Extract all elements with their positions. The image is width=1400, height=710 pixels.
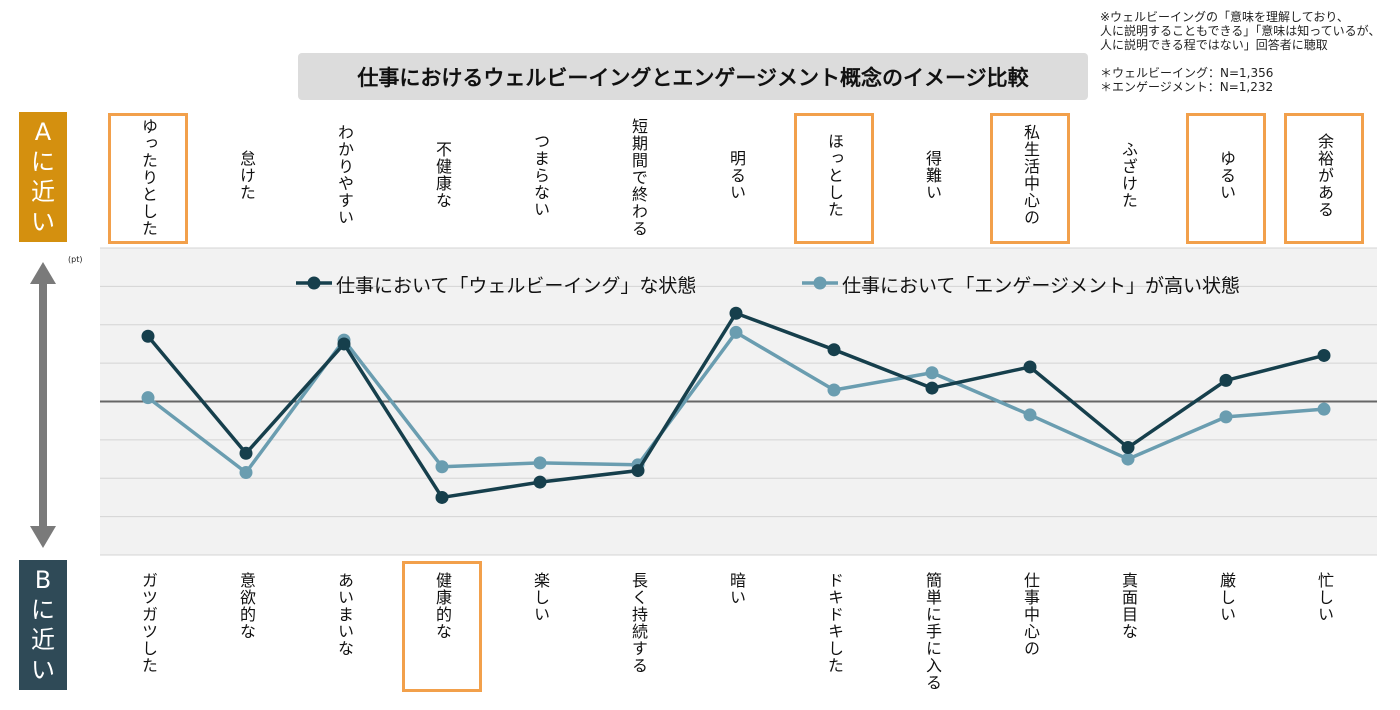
data-point-engagement xyxy=(141,391,155,405)
side-label-b: B に 近 い xyxy=(19,560,67,690)
arrow-head-up-icon xyxy=(30,262,56,284)
note-line: ※ウェルビーイングの「意味を理解しており、 xyxy=(1100,10,1349,24)
note-line: ＊ウェルビーイング：N=1,356 xyxy=(1100,66,1274,80)
data-point-wellbeing xyxy=(729,306,743,320)
bottom-category-label: 忙しい xyxy=(1315,572,1334,623)
top-category-label: わかりやすい xyxy=(335,124,354,226)
side-label-b-char: B xyxy=(34,566,52,594)
data-point-wellbeing xyxy=(1121,441,1135,455)
side-label-a-char: に xyxy=(31,148,55,176)
data-point-wellbeing xyxy=(631,464,645,478)
legend-label-wellbeing: 仕事において「ウェルビーイング」な状態 xyxy=(336,275,697,297)
side-label-a-char: A xyxy=(34,118,52,146)
data-point-engagement xyxy=(1219,410,1233,424)
data-point-wellbeing xyxy=(1023,360,1037,374)
bottom-category-label: 健康的な xyxy=(433,572,452,640)
bottom-category-label: 長く持続する xyxy=(629,572,648,674)
top-label-highlight-box xyxy=(1284,113,1364,244)
top-label-highlight-box xyxy=(1186,113,1266,244)
unit-label: (pt) xyxy=(68,255,82,264)
top-label-highlight-box xyxy=(794,113,874,244)
data-point-engagement xyxy=(435,460,449,474)
side-label-b-char: い xyxy=(31,656,55,684)
side-label-a: A に 近 い xyxy=(19,112,67,242)
data-point-engagement xyxy=(1317,402,1331,416)
bottom-category-label: 厳しい xyxy=(1217,572,1236,623)
side-label-a-char: い xyxy=(31,208,55,236)
data-point-wellbeing xyxy=(925,381,939,395)
top-label-highlight-box xyxy=(108,113,188,244)
top-label-highlight-box xyxy=(990,113,1070,244)
data-point-wellbeing xyxy=(533,475,547,489)
top-category-label: つまらない xyxy=(531,132,550,218)
data-point-engagement xyxy=(925,366,939,380)
data-point-engagement xyxy=(239,465,253,479)
bottom-category-label: 真面目な xyxy=(1119,572,1138,640)
data-point-engagement xyxy=(533,456,547,470)
bottom-category-label: 楽しい xyxy=(531,572,550,623)
side-label-a-char: 近 xyxy=(31,178,55,206)
arrow-head-down-icon xyxy=(30,526,56,548)
top-category-label: ふざけた xyxy=(1119,141,1138,209)
top-category-label: 私生活中心の xyxy=(1021,124,1040,226)
legend-marker xyxy=(813,276,827,290)
bottom-category-label: 簡単に手に入る xyxy=(923,572,942,691)
bottom-label-highlight-box xyxy=(402,561,482,692)
side-label-b-char: 近 xyxy=(31,626,55,654)
top-category-label: ゆるい xyxy=(1217,149,1236,201)
side-label-b-char: に xyxy=(31,596,55,624)
data-point-wellbeing xyxy=(337,337,351,351)
data-point-engagement xyxy=(827,383,841,397)
data-point-engagement xyxy=(729,325,743,339)
data-point-wellbeing xyxy=(239,446,253,460)
data-point-wellbeing xyxy=(1317,348,1331,362)
legend-marker xyxy=(307,276,321,290)
top-category-label: 短期間で終わる xyxy=(629,118,648,237)
data-point-engagement xyxy=(1121,452,1135,466)
top-category-label: ほっとした xyxy=(825,132,844,218)
note-line: 人に説明できる程ではない」回答者に聴取 xyxy=(1100,38,1328,52)
data-point-wellbeing xyxy=(827,343,841,357)
top-category-label: 怠けた xyxy=(237,149,256,201)
bottom-category-label: あいまいな xyxy=(335,572,354,657)
legend-label-engagement: 仕事において「エンゲージメント」が高い状態 xyxy=(842,275,1241,297)
data-point-engagement xyxy=(1023,408,1037,422)
chart-title: 仕事におけるウェルビーイングとエンゲージメント概念のイメージ比較 xyxy=(298,53,1088,100)
note-line: 人に説明することもできる」「意味は知っているが、 xyxy=(1100,24,1381,38)
top-category-label: 余裕がある xyxy=(1315,132,1334,218)
bottom-category-label: 仕事中心の xyxy=(1021,572,1040,657)
bottom-category-label: 暗い xyxy=(727,572,746,606)
bottom-category-label: 意欲的な xyxy=(237,572,256,640)
bottom-category-label: ドキドキした xyxy=(825,572,844,674)
top-category-label: 明るい xyxy=(727,149,746,201)
top-category-label: 不健康な xyxy=(433,141,452,209)
data-point-wellbeing xyxy=(141,329,155,343)
note-line: ＊エンゲージメント：N=1,232 xyxy=(1100,80,1274,94)
data-point-wellbeing xyxy=(435,490,449,504)
top-category-label: ゆったりとした xyxy=(139,118,158,237)
top-category-label: 得難い xyxy=(923,149,942,201)
data-point-wellbeing xyxy=(1219,373,1233,387)
bottom-category-label: ガツガツした xyxy=(139,572,158,674)
